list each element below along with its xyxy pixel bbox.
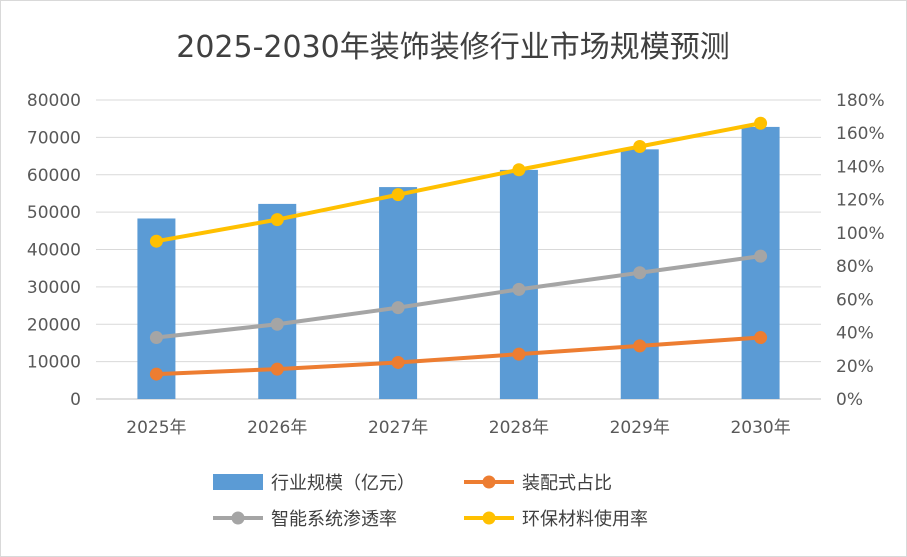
right-tick-label: 100% <box>836 224 885 244</box>
data-point <box>512 347 526 361</box>
x-tick-label: 2028年 <box>489 418 549 438</box>
data-point <box>270 317 284 331</box>
data-point <box>633 266 647 280</box>
left-tick-label: 30000 <box>27 278 81 298</box>
left-axis-ticks: 80000 70000 60000 50000 40000 30000 20000 10000… <box>27 91 81 410</box>
right-tick-label: 140% <box>836 157 885 177</box>
data-point <box>512 163 526 177</box>
legend-label: 行业规模（亿元） <box>271 473 415 494</box>
data-point <box>754 116 768 130</box>
data-point <box>633 140 647 154</box>
right-tick-label: 40% <box>836 324 874 344</box>
series-line <box>154 254 763 340</box>
data-point <box>391 188 405 202</box>
data-point <box>391 355 405 369</box>
right-tick-label: 0% <box>836 390 863 410</box>
right-tick-label: 60% <box>836 290 874 310</box>
left-tick-label: 40000 <box>27 241 81 261</box>
legend-label: 环保材料使用率 <box>522 509 648 530</box>
legend-swatch <box>213 474 263 490</box>
line-series <box>149 116 768 381</box>
left-tick-label: 10000 <box>27 353 81 373</box>
gridlines <box>96 99 821 400</box>
data-point <box>391 301 405 315</box>
legend-marker <box>482 511 496 525</box>
x-tick-label: 2030年 <box>730 418 790 438</box>
x-tick-label: 2029年 <box>610 418 670 438</box>
data-point <box>754 249 768 263</box>
left-tick-label: 60000 <box>27 166 81 186</box>
left-tick-label: 20000 <box>27 315 81 335</box>
series-line <box>154 121 763 244</box>
right-tick-label: 20% <box>836 357 874 377</box>
data-point <box>149 367 163 381</box>
data-point <box>149 234 163 248</box>
data-point <box>270 362 284 376</box>
right-tick-label: 120% <box>836 191 885 211</box>
x-tick-label: 2027年 <box>368 418 428 438</box>
left-tick-label: 70000 <box>27 128 81 148</box>
x-tick-label: 2026年 <box>247 418 307 438</box>
series-line <box>154 335 763 377</box>
right-tick-label: 160% <box>836 124 885 144</box>
chart-title: 2025-2030年装饰装修行业市场规模预测 <box>176 30 730 65</box>
x-axis-ticks: 2025年 2026年 2027年 2028年 2029年 2030年 <box>126 418 790 438</box>
data-point <box>149 331 163 345</box>
bar <box>741 126 780 399</box>
legend-marker <box>231 511 245 525</box>
data-point <box>633 339 647 353</box>
data-point <box>270 213 284 227</box>
legend-label: 装配式占比 <box>522 473 612 494</box>
right-axis-ticks: 180% 160% 140% 120% 100% 80% 60% 40% 20% 0% <box>836 91 885 410</box>
left-tick-label: 0 <box>70 390 81 410</box>
data-point <box>754 331 768 345</box>
x-tick-label: 2025年 <box>126 418 186 438</box>
data-point <box>512 282 526 296</box>
left-tick-label: 80000 <box>27 91 81 111</box>
right-tick-label: 180% <box>836 91 885 111</box>
right-tick-label: 80% <box>836 257 874 277</box>
left-tick-label: 50000 <box>27 203 81 223</box>
legend-label: 智能系统渗透率 <box>271 509 397 530</box>
legend-marker <box>482 475 496 489</box>
